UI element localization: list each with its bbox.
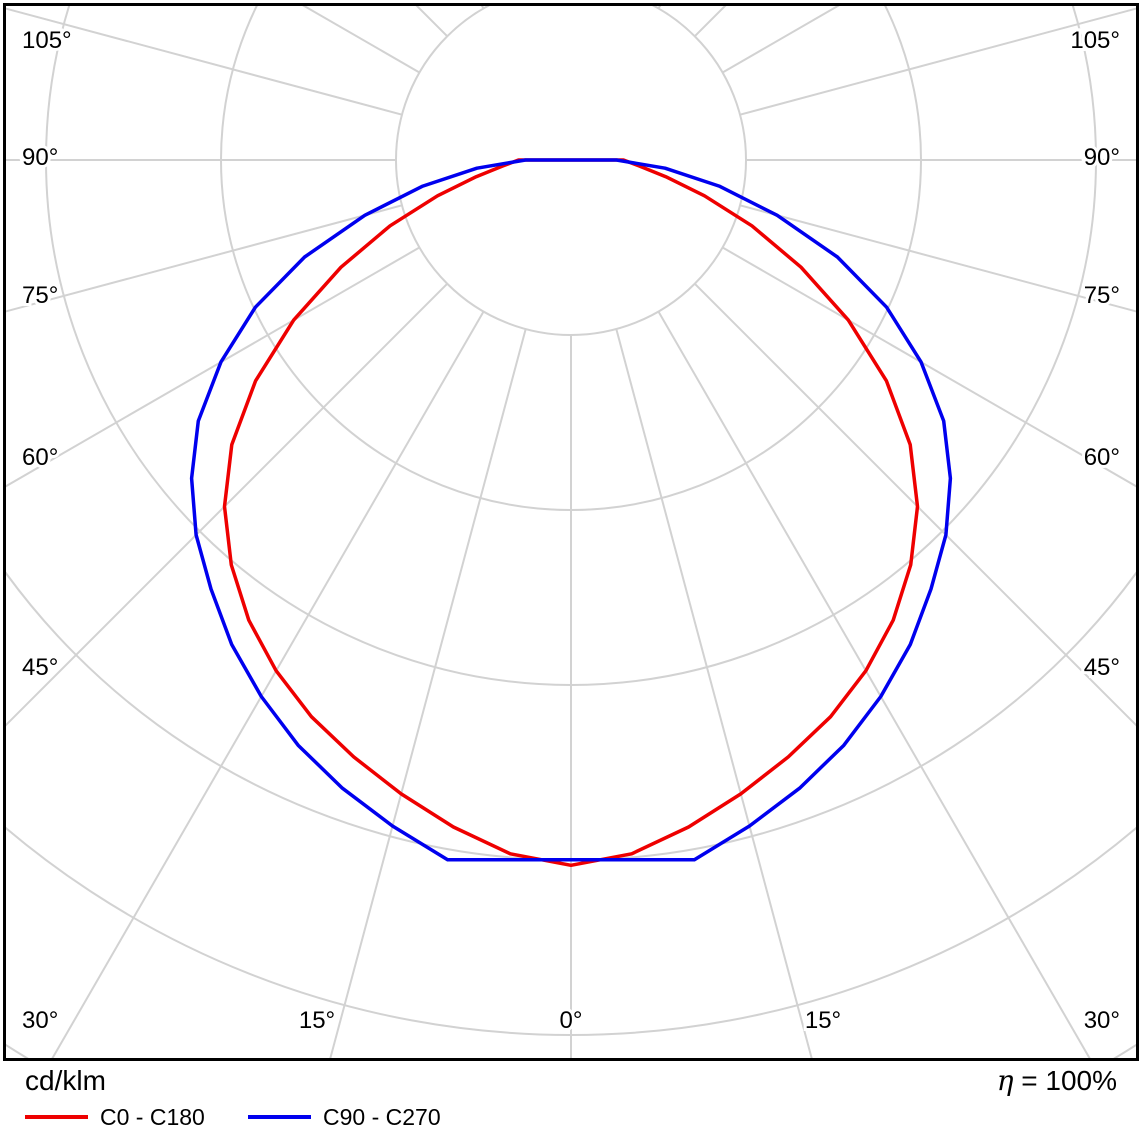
angle-label: 105°: [22, 27, 72, 54]
eta-symbol-icon: η: [997, 1064, 1014, 1097]
unit-label: cd/klm: [25, 1065, 106, 1096]
angle-label: 90°: [22, 144, 58, 171]
grid-radial-line: [693, 282, 1136, 727]
angle-label: 45°: [1084, 654, 1120, 681]
grid-radial-line: [51, 311, 485, 1058]
grid-radial-line: [615, 328, 813, 1058]
angle-label: 60°: [1084, 444, 1120, 471]
angle-label: 30°: [22, 1007, 58, 1034]
angle-label: 60°: [22, 444, 58, 471]
curve-c90-c270: [189, 158, 953, 862]
grid-radial-line: [6, 204, 403, 313]
grid-radial-line: [6, 7, 403, 116]
angle-label: 30°: [1084, 1007, 1120, 1034]
angle-label: 75°: [22, 282, 58, 309]
grid-radial-line: [739, 204, 1136, 313]
grid-radial-line: [6, 282, 449, 727]
angle-label: 105°: [1070, 27, 1120, 54]
angle-label: 90°: [1084, 144, 1120, 171]
grid-radial-line: [739, 7, 1136, 116]
grid-radial-line: [6, 246, 420, 488]
angle-label: 0°: [560, 1007, 583, 1034]
grid-radial-line: [657, 311, 1091, 1058]
angle-labels: 105° 90° 75° 60° 45° 30° 15° 0° 15° 30° 45° 60° 75° 9…: [19, 24, 1123, 1037]
angle-label: 15°: [299, 1007, 335, 1034]
plot-border: [3, 3, 1139, 1061]
eta-value: = 100%: [1013, 1065, 1117, 1096]
grid-radial-line: [329, 328, 527, 1058]
angle-label: 75°: [1084, 282, 1120, 309]
efficiency-label: η = 100%: [997, 1064, 1117, 1097]
angle-label: 45°: [22, 654, 58, 681]
grid-circle: [395, 6, 747, 336]
angle-label: 15°: [805, 1007, 841, 1034]
legend-label-c90-c270: C90 - C270: [323, 1104, 441, 1130]
grid-radial-line: [722, 246, 1136, 488]
legend-label-c0-c180: C0 - C180: [100, 1104, 205, 1130]
